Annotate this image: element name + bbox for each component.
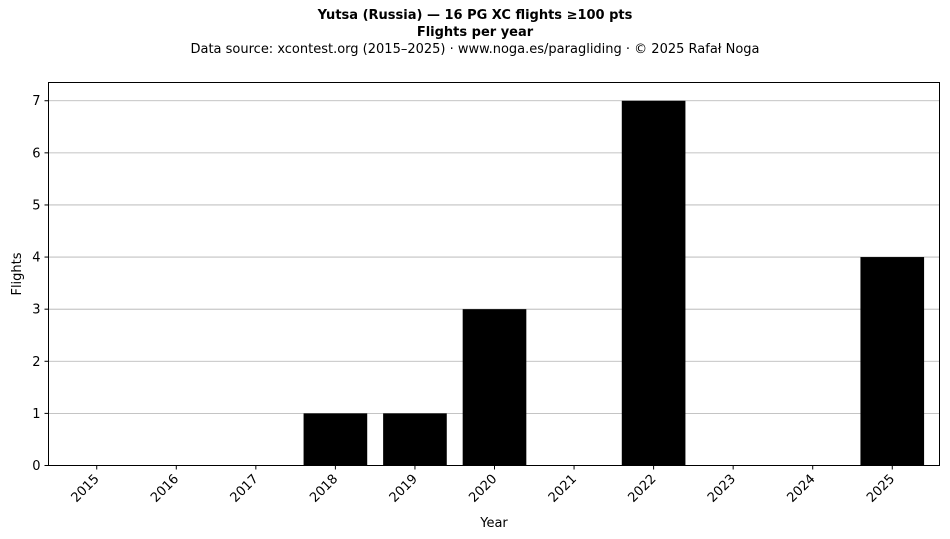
- x-axis-label: Year: [479, 516, 508, 531]
- y-tick-label: 7: [32, 94, 40, 109]
- x-axis: 2015 2016 2017 2018 2019 2020 2021 2022 2023 2024…: [69, 465, 898, 506]
- x-tick-label: 2022: [625, 472, 659, 506]
- y-tick-label: 5: [32, 198, 40, 213]
- x-tick-label: 2023: [705, 472, 739, 506]
- y-tick-label: 6: [32, 146, 40, 161]
- bar-2025: [860, 257, 925, 466]
- bar-2020: [462, 309, 527, 466]
- chart-source-line: Data source: xcontest.org (2015–2025) · …: [190, 42, 760, 57]
- x-tick-label: 2025: [864, 472, 898, 506]
- x-tick-label: 2021: [546, 472, 580, 506]
- x-tick-label: 2015: [69, 472, 103, 506]
- bar-2022: [621, 100, 686, 466]
- x-tick-label: 2016: [148, 472, 182, 506]
- x-tick-label: 2020: [466, 472, 500, 506]
- y-axis-label: Flights: [10, 252, 25, 295]
- bar-2018: [303, 413, 368, 466]
- x-tick-label: 2024: [785, 472, 819, 506]
- y-tick-label: 3: [32, 303, 40, 318]
- y-axis: 0 1 2 3 4 5 6 7: [32, 94, 49, 474]
- bar-2019: [383, 413, 447, 466]
- chart-subtitle: Flights per year: [416, 25, 534, 40]
- y-tick-label: 4: [32, 251, 40, 266]
- chart-titles: Yutsa (Russia) — 16 PG XC flights ≥100 p…: [0, 7, 950, 59]
- y-tick-label: 2: [32, 355, 40, 370]
- x-tick-label: 2017: [228, 472, 262, 506]
- y-tick-label: 0: [32, 459, 40, 474]
- plot-frame: [48, 82, 940, 466]
- chart-title: Yutsa (Russia) — 16 PG XC flights ≥100 p…: [317, 8, 633, 23]
- bars: [303, 100, 925, 466]
- x-tick-label: 2018: [307, 472, 341, 506]
- y-tick-label: 1: [32, 407, 40, 422]
- x-tick-label: 2019: [387, 472, 421, 506]
